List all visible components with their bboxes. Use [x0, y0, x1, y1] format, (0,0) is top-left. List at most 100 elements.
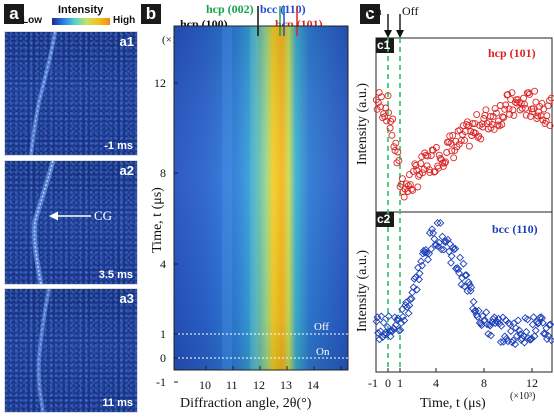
data-point-hcp-101	[435, 151, 443, 159]
colorbar-high-label: High	[113, 15, 136, 26]
c-x-tick-12: 12	[526, 376, 538, 390]
data-point-hcp-101	[446, 132, 454, 140]
subpanel-time-a3: 11 ms	[102, 397, 133, 409]
data-point-hcp-101	[496, 102, 504, 109]
data-point-bcc-110	[451, 264, 460, 273]
data-point-hcp-101	[518, 104, 526, 112]
data-point-hcp-101	[540, 105, 548, 113]
data-point-bcc-110	[456, 253, 464, 262]
data-point-bcc-110	[520, 338, 529, 347]
data-point-bcc-110	[408, 288, 417, 297]
data-point-hcp-101	[407, 185, 415, 193]
data-point-hcp-101	[377, 93, 385, 101]
data-point-bcc-110	[386, 332, 395, 341]
data-point-hcp-101	[471, 120, 479, 128]
data-point-bcc-110	[395, 326, 404, 335]
data-point-bcc-110	[512, 331, 521, 340]
panel-c-letter: c	[360, 4, 380, 24]
colorbar-low-label: Low	[22, 15, 42, 26]
data-point-hcp-101	[510, 111, 518, 119]
data-point-bcc-110	[464, 278, 473, 287]
data-point-hcp-101	[392, 139, 400, 147]
panel-b: b (×10³) hcp (002) bcc (110) hcp (100) h…	[140, 0, 350, 417]
data-point-bcc-110	[467, 283, 476, 292]
data-point-bcc-110	[399, 312, 407, 321]
data-point-bcc-110	[474, 306, 483, 315]
x-multiplier-c: (×10³)	[510, 391, 536, 402]
data-point-bcc-110	[462, 271, 471, 280]
data-point-hcp-101	[506, 110, 514, 118]
data-point-hcp-101	[405, 171, 413, 179]
data-point-bcc-110	[400, 316, 409, 325]
panel-a-letter: a	[4, 4, 24, 24]
x-tick-13: 13	[280, 378, 292, 392]
data-point-hcp-101	[522, 111, 530, 119]
off-arrow-label: Off	[402, 4, 419, 18]
data-point-hcp-101	[531, 87, 539, 95]
xray-image-a3: a3 11 ms	[4, 288, 138, 413]
band-hcp-100	[222, 26, 232, 370]
data-point-hcp-101	[482, 106, 490, 114]
off-label-b: Off	[314, 321, 330, 333]
data-point-hcp-101	[400, 193, 408, 201]
data-point-bcc-110	[404, 309, 413, 318]
intensity-colorbar-title: Intensity	[58, 4, 104, 16]
data-point-bcc-110	[437, 245, 446, 254]
data-point-hcp-101	[469, 120, 477, 128]
data-point-hcp-101	[486, 113, 494, 120]
data-point-hcp-101	[546, 122, 554, 130]
data-point-bcc-110	[544, 331, 552, 340]
data-point-hcp-101	[455, 140, 463, 148]
data-point-bcc-110	[417, 257, 426, 266]
band-hcp-002	[250, 26, 258, 370]
data-point-hcp-101	[520, 100, 528, 108]
data-point-bcc-110	[459, 259, 468, 268]
data-point-bcc-110	[439, 245, 448, 254]
data-point-hcp-101	[459, 122, 467, 130]
data-point-hcp-101	[499, 113, 507, 121]
data-point-bcc-110	[469, 297, 478, 306]
data-point-hcp-101	[375, 89, 383, 97]
data-point-bcc-110	[530, 332, 539, 341]
panel-b-letter: b	[141, 4, 161, 24]
cg-annotation-label: CG	[94, 208, 113, 223]
y-tick-1: 1	[160, 327, 166, 341]
c-x-tick-8: 8	[481, 376, 487, 390]
data-point-hcp-101	[492, 109, 500, 117]
data-point-bcc-110	[450, 245, 458, 254]
y-tick-8: 8	[160, 166, 166, 180]
data-point-hcp-101	[390, 143, 398, 151]
tag-c1: c1	[377, 38, 391, 52]
data-point-hcp-101	[424, 152, 432, 160]
crack-streak-a3	[36, 289, 51, 412]
data-point-bcc-110	[409, 283, 418, 292]
x-tick-11: 11	[226, 378, 238, 392]
series-label-hcp-101: hcp (101)	[488, 46, 536, 60]
data-point-hcp-101	[529, 105, 537, 113]
data-point-bcc-110	[377, 312, 386, 321]
data-point-bcc-110	[442, 237, 451, 246]
data-point-bcc-110	[495, 319, 504, 328]
data-point-bcc-110	[397, 319, 406, 327]
data-point-bcc-110	[375, 335, 384, 344]
tag-box-c2	[376, 212, 394, 227]
data-point-bcc-110	[527, 334, 536, 343]
data-point-hcp-101	[520, 94, 527, 102]
y-axis-title-c1: Intensity (a.u.)	[355, 82, 370, 166]
on-label-b: On	[316, 346, 330, 358]
data-point-hcp-101	[487, 124, 495, 132]
y-tick-0: 0	[160, 351, 166, 365]
subpanel-tag-a2: a2	[119, 163, 134, 178]
data-point-hcp-101	[501, 105, 509, 113]
data-point-hcp-101	[498, 121, 506, 128]
data-point-bcc-110	[422, 248, 431, 257]
scatter-series-bcc-110	[372, 219, 554, 349]
data-point-hcp-101	[414, 183, 422, 191]
c-x-tick-1: 1	[397, 376, 403, 390]
data-point-hcp-101	[502, 101, 510, 109]
data-point-hcp-101	[385, 109, 392, 117]
data-point-hcp-101	[406, 181, 414, 189]
subpanel-tag-a3: a3	[119, 291, 134, 306]
data-point-hcp-101	[374, 99, 382, 107]
crack-streak-a1	[29, 32, 57, 155]
